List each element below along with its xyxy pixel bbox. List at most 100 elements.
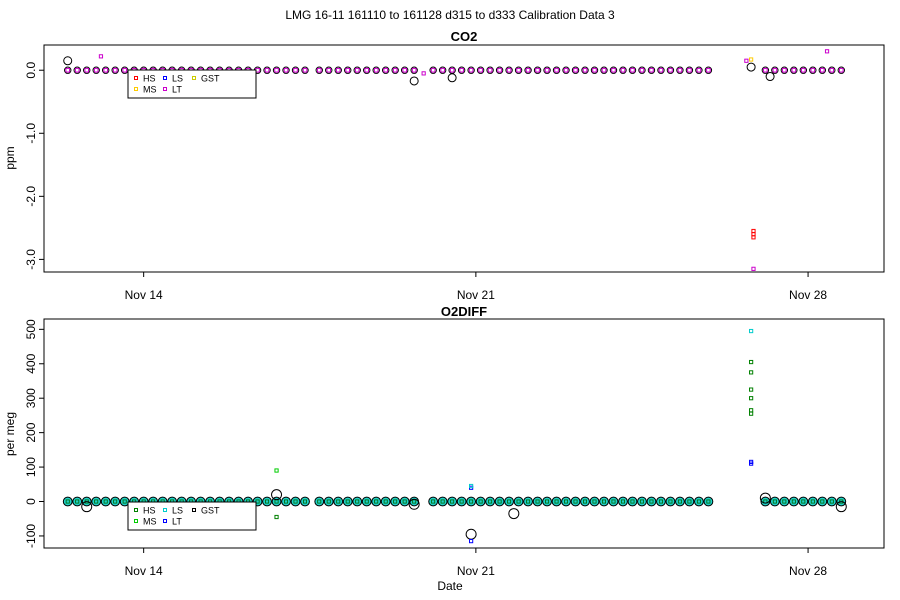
data-point-lt bbox=[810, 67, 816, 73]
data-point-lt bbox=[601, 67, 607, 73]
data-point-hs bbox=[687, 499, 692, 504]
data-point-gst bbox=[562, 66, 570, 74]
data-point-ls bbox=[675, 496, 685, 507]
data-point-gst bbox=[315, 66, 323, 74]
data-point-lt bbox=[302, 67, 308, 73]
data-point-lt bbox=[820, 67, 825, 73]
data-point-hs bbox=[478, 499, 483, 504]
y-tick-label: 300 bbox=[24, 388, 38, 408]
outlier-point bbox=[751, 266, 756, 271]
data-point-hs bbox=[293, 499, 298, 504]
legend-label: MS bbox=[143, 85, 157, 95]
data-point-ls bbox=[608, 496, 619, 507]
data-point-ls bbox=[290, 496, 301, 507]
data-point-gst bbox=[809, 66, 817, 74]
legend-marker bbox=[163, 519, 167, 523]
data-point-gst bbox=[83, 66, 91, 74]
data-point-hs bbox=[113, 499, 118, 504]
outlier-point bbox=[469, 539, 474, 544]
data-point-gst bbox=[495, 66, 504, 74]
data-point-ls bbox=[428, 496, 439, 507]
data-point-ls bbox=[665, 496, 676, 507]
data-point-lt bbox=[696, 67, 702, 73]
data-point-lt bbox=[706, 67, 711, 73]
data-point-hs bbox=[355, 499, 360, 504]
panel-o2diff-points bbox=[62, 328, 847, 544]
data-point-lt bbox=[668, 67, 673, 73]
data-point-hs bbox=[431, 499, 436, 504]
data-point-hs bbox=[94, 499, 99, 504]
data-point-lt bbox=[658, 67, 664, 73]
x-tick-label: Nov 21 bbox=[457, 564, 495, 578]
data-point-hs bbox=[488, 499, 493, 504]
data-point-gst bbox=[73, 66, 81, 74]
data-point-gst bbox=[486, 66, 494, 74]
data-point-hs bbox=[364, 499, 369, 504]
data-point-lt bbox=[838, 67, 844, 73]
data-point-hs bbox=[459, 499, 464, 504]
data-point-ls bbox=[779, 496, 790, 507]
data-point-lt bbox=[592, 67, 597, 73]
data-point-gst bbox=[771, 66, 779, 74]
data-point-hs bbox=[284, 499, 289, 504]
y-tick-label: 200 bbox=[24, 422, 38, 442]
data-point-gst bbox=[647, 66, 656, 74]
data-point-hs bbox=[374, 499, 379, 504]
legend-marker bbox=[163, 87, 167, 91]
data-point-ls bbox=[409, 496, 420, 507]
legend-box bbox=[127, 69, 257, 99]
data-point-gst bbox=[476, 66, 485, 74]
data-point-lt bbox=[364, 67, 370, 73]
data-point-lt bbox=[630, 67, 635, 73]
data-point-ls bbox=[523, 496, 533, 507]
data-point-lt bbox=[354, 67, 360, 73]
outlier-point bbox=[81, 501, 93, 513]
legend-label: GST bbox=[201, 74, 220, 84]
data-point-ls bbox=[262, 496, 272, 507]
data-point-lt bbox=[620, 67, 626, 73]
data-point-hs bbox=[611, 499, 616, 504]
data-point-gst bbox=[609, 66, 618, 74]
data-point-ls bbox=[684, 496, 695, 507]
data-point-gst bbox=[282, 66, 290, 74]
legend-marker bbox=[134, 87, 138, 91]
panel-co2-title: CO2 bbox=[451, 29, 478, 44]
data-point-gst bbox=[552, 66, 561, 74]
data-point-lt bbox=[264, 67, 270, 73]
data-point-gst bbox=[272, 66, 281, 74]
data-point-ls bbox=[342, 496, 353, 507]
data-point-lt bbox=[345, 67, 351, 73]
legend-marker bbox=[163, 508, 167, 512]
data-point-ls bbox=[769, 496, 780, 507]
y-tick-label: -2.0 bbox=[24, 186, 38, 207]
legend-marker bbox=[192, 508, 196, 512]
data-point-ls bbox=[485, 496, 496, 507]
data-point-hs bbox=[801, 499, 806, 504]
panel-o2diff-x-axis: Nov 14 Nov 21 Nov 28 bbox=[125, 547, 827, 578]
legend-box bbox=[127, 501, 257, 531]
data-point-lt bbox=[782, 67, 787, 73]
data-point-ls bbox=[599, 496, 609, 507]
data-point-ls bbox=[300, 496, 310, 507]
data-point-lt bbox=[506, 67, 512, 73]
data-point-lt bbox=[93, 67, 99, 73]
panel-o2diff-y-axis: 500 400 300 200 100 0 -100 bbox=[24, 319, 45, 548]
legend-label: HS bbox=[143, 74, 156, 84]
data-point-hs bbox=[658, 499, 663, 504]
data-point-lt bbox=[293, 67, 298, 73]
outlier-point bbox=[408, 498, 420, 510]
data-point-gst bbox=[372, 66, 380, 74]
data-point-ls bbox=[551, 496, 562, 507]
outlier-point bbox=[749, 411, 754, 416]
data-point-hs bbox=[820, 499, 825, 504]
data-point-lt bbox=[274, 67, 279, 73]
data-point-ls bbox=[817, 496, 828, 507]
outlier-point bbox=[759, 492, 771, 504]
data-point-hs bbox=[412, 499, 417, 504]
data-point-lt bbox=[74, 67, 80, 73]
data-point-ls bbox=[466, 496, 477, 507]
data-point-hs bbox=[450, 499, 455, 504]
data-point-lt bbox=[611, 67, 616, 73]
data-point-hs bbox=[393, 499, 398, 504]
data-point-hs bbox=[573, 499, 578, 504]
